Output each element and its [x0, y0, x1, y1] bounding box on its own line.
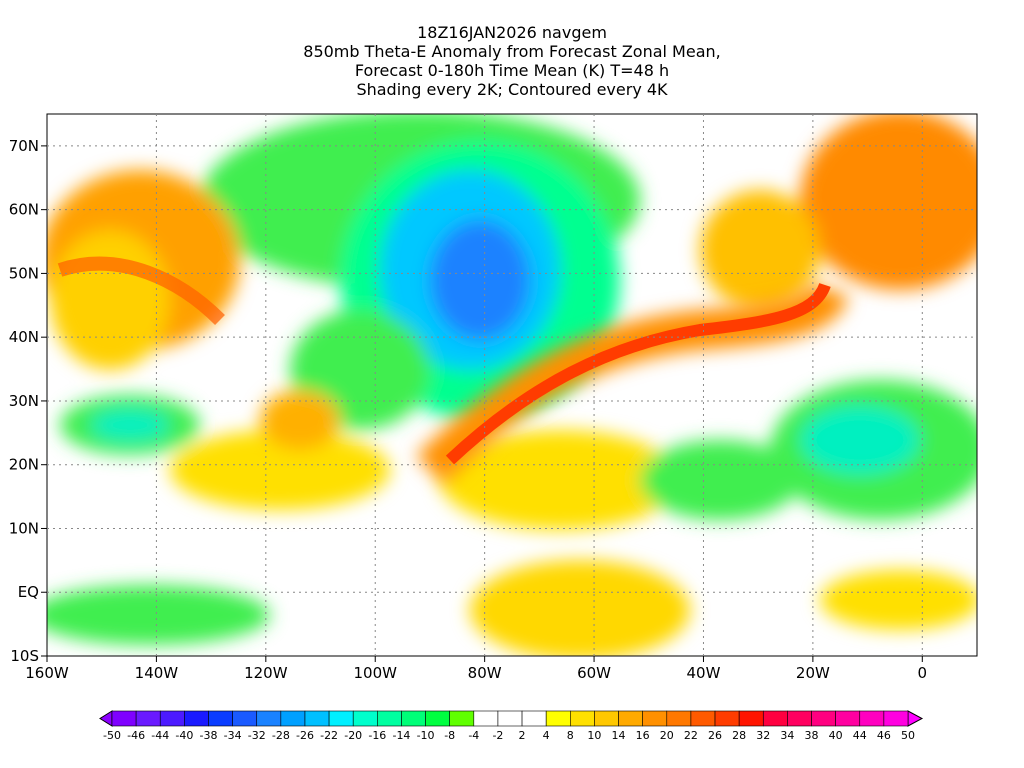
colorbar-swatch — [232, 710, 258, 727]
map-title: 18Z16JAN2026 navgem 850mb Theta-E Anomal… — [0, 23, 1024, 99]
colorbar-swatch — [714, 710, 740, 727]
lon-label: 20W — [796, 664, 830, 682]
longitude-axis: 160W 140W 120W 100W 80W 60W 40W 20W 0 — [25, 656, 927, 682]
lon-label: 100W — [354, 664, 398, 682]
colorbar-swatch — [738, 710, 764, 727]
colorbar-swatch — [473, 710, 499, 727]
colorbar-label: -34 — [224, 729, 242, 742]
lon-label: 160W — [25, 664, 69, 682]
colorbar-swatch — [787, 710, 812, 727]
lat-label: 20N — [9, 456, 39, 474]
colorbar-label: 32 — [756, 729, 770, 742]
colorbar-label: 40 — [829, 729, 843, 742]
title-line-1: 18Z16JAN2026 navgem — [417, 23, 607, 42]
colorbar-swatch — [642, 710, 668, 727]
lat-label: 50N — [9, 264, 39, 282]
colorbar-label: 38 — [805, 729, 819, 742]
colorbar-label: -46 — [127, 729, 145, 742]
colorbar-label: 44 — [853, 729, 867, 742]
colorbar-label: 16 — [636, 729, 650, 742]
colorbar-label: 8 — [567, 729, 574, 742]
colorbar-swatch — [666, 710, 692, 727]
colorbar-swatch — [690, 710, 716, 727]
colorbar-label: 20 — [660, 729, 674, 742]
colorbar-swatch — [208, 710, 233, 727]
colorbar-label: -16 — [368, 729, 386, 742]
colorbar-label: 28 — [732, 729, 746, 742]
colorbar-label: -2 — [492, 729, 503, 742]
colorbar-label: -28 — [272, 729, 290, 742]
colorbar-swatch — [184, 710, 209, 727]
lon-label: 40W — [687, 664, 721, 682]
shaded-field — [47, 114, 977, 656]
colorbar-swatch — [497, 710, 523, 727]
colorbar-label: -40 — [175, 729, 193, 742]
colorbar-swatch — [618, 710, 643, 727]
lon-label: 120W — [244, 664, 288, 682]
lon-label: 60W — [577, 664, 611, 682]
colorbar-swatch — [111, 710, 137, 727]
colorbar-swatch — [256, 710, 282, 727]
colorbar-label: 34 — [780, 729, 794, 742]
colorbar-swatch — [280, 710, 306, 727]
colorbar-label: -20 — [344, 729, 362, 742]
colorbar-swatch — [570, 710, 595, 727]
colorbar-label: 4 — [543, 729, 550, 742]
colorbar-swatch — [835, 710, 861, 727]
lat-label: 40N — [9, 328, 39, 346]
colorbar-swatch — [762, 710, 788, 727]
lat-label: 10N — [9, 519, 39, 537]
lat-label: 70N — [9, 137, 39, 155]
colorbar-label: 10 — [587, 729, 601, 742]
colorbar-swatch — [159, 710, 185, 727]
lat-label: 60N — [9, 201, 39, 219]
colorbar-swatch — [859, 710, 885, 727]
lon-label: 80W — [468, 664, 502, 682]
colorbar-label: 46 — [877, 729, 891, 742]
latitude-axis: 70N 60N 50N 40N 30N 20N 10N EQ 10S — [9, 137, 47, 665]
colorbar: -50 -46 -44 -40 -38 -34 -32 -28 -26 -22 -20 -16 -14-… — [99, 710, 924, 742]
colorbar-label: -32 — [248, 729, 266, 742]
graticule — [47, 114, 977, 656]
colorbar-swatch — [521, 710, 547, 727]
colorbar-low-arrow — [99, 710, 113, 727]
colorbar-label: 26 — [708, 729, 722, 742]
colorbar-swatch — [352, 710, 378, 727]
colorbar-swatch — [883, 710, 909, 727]
colorbar-label: -50 — [103, 729, 121, 742]
colorbar-label: -22 — [320, 729, 338, 742]
title-line-3: Forecast 0-180h Time Mean (K) T=48 h — [354, 61, 670, 80]
colorbar-label: 2 — [519, 729, 526, 742]
colorbar-label: 14 — [612, 729, 626, 742]
title-line-2: 850mb Theta-E Anomaly from Forecast Zona… — [303, 42, 721, 61]
colorbar-label: -8 — [444, 729, 455, 742]
colorbar-swatch — [425, 710, 450, 727]
colorbar-label: -26 — [296, 729, 314, 742]
colorbar-swatch — [304, 710, 330, 727]
colorbar-label: -10 — [417, 729, 435, 742]
colorbar-high-arrow — [907, 710, 924, 727]
colorbar-swatch — [377, 710, 402, 727]
colorbar-swatch — [449, 710, 475, 727]
lat-label: EQ — [18, 583, 39, 601]
lon-label: 140W — [135, 664, 179, 682]
colorbar-swatch — [594, 710, 619, 727]
map-frame — [46, 113, 978, 657]
lat-label: 30N — [9, 392, 39, 410]
colorbar-swatch — [545, 710, 571, 727]
colorbar-label: 22 — [684, 729, 698, 742]
colorbar-label: -38 — [200, 729, 218, 742]
colorbar-label: -14 — [392, 729, 410, 742]
colorbar-label: -44 — [151, 729, 169, 742]
colorbar-label: -4 — [468, 729, 479, 742]
colorbar-swatch — [811, 710, 836, 727]
colorbar-swatch — [135, 710, 161, 727]
colorbar-swatch — [401, 710, 426, 727]
lat-label: 10S — [10, 647, 39, 665]
title-line-4: Shading every 2K; Contoured every 4K — [356, 80, 668, 99]
lon-label: 0 — [918, 664, 928, 682]
colorbar-swatch — [328, 710, 354, 727]
colorbar-label: 50 — [901, 729, 915, 742]
